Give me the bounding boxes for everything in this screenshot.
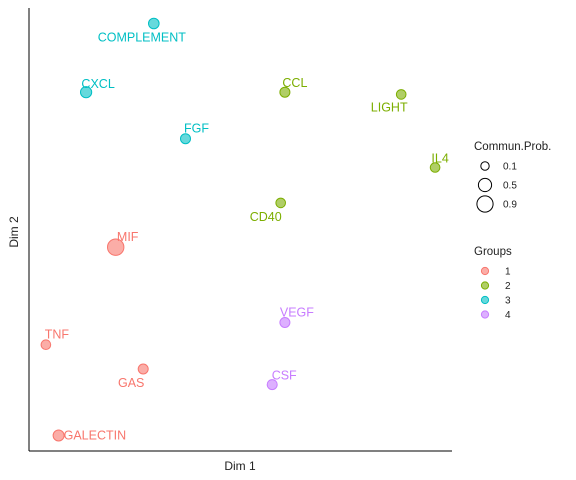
point-complement [148,17,160,30]
point-csf [266,379,278,391]
point-label-cxcl: CXCL [81,77,114,91]
legend-size-label: 0.1 [503,162,517,173]
point-fgf [180,133,191,145]
legend-group-marker [480,310,490,319]
y-axis-title: Dim 2 [7,216,21,248]
point-label-complement: COMPLEMENT [98,31,187,45]
legend-size: Commun.Prob. 0.1 0.5 0.9 [474,141,551,213]
x-axis-title: Dim 1 [224,459,256,473]
point-gas [137,363,149,375]
point-label-csf: CSF [272,369,297,383]
legend-groups: Groups 1 2 3 4 [474,246,512,321]
point-light [395,89,407,100]
legend-group-label: 2 [505,281,511,292]
point-label-mif: MIF [117,230,139,244]
point-il4 [429,162,441,173]
point-galectin [52,429,65,442]
legend-size-title: Commun.Prob. [474,141,551,153]
legend-groups-title: Groups [474,246,512,258]
point-label-vegf: VEGF [280,306,314,320]
point-label-tnf: TNF [45,328,70,342]
point-label-gas: GAS [118,376,144,390]
axes: Dim 1 Dim 2 [7,8,452,473]
legend-size-marker [476,195,494,213]
legend-group-marker [480,266,490,276]
point-label-light: LIGHT [371,100,408,114]
point-mif [107,238,125,256]
legend-group-label: 4 [505,310,511,321]
point-cxcl [80,86,93,99]
point-ccl [279,86,291,98]
point-cd40 [275,197,287,209]
legend-size-label: 0.5 [503,181,517,192]
point-tnf [40,339,52,351]
point-label-il4: IL4 [431,152,448,166]
legend-group-marker [480,295,490,305]
legend-group-label: 1 [505,267,511,278]
legend-size-marker [480,161,490,171]
legend-group-marker [480,281,490,290]
point-label-galectin: GALECTIN [64,429,127,443]
plot-points [40,17,441,442]
plot-labels: COMPLEMENT CXCL FGF CCL LIGHT IL4 CD40 MIF TNF GA… [45,31,449,443]
legend-group-label: 3 [505,296,511,307]
point-label-cd40: CD40 [250,210,282,224]
legend-size-label: 0.9 [503,200,517,211]
point-vegf [279,317,291,328]
point-label-fgf: FGF [184,122,209,136]
point-label-ccl: CCL [282,76,307,90]
legend-size-marker [477,177,493,193]
